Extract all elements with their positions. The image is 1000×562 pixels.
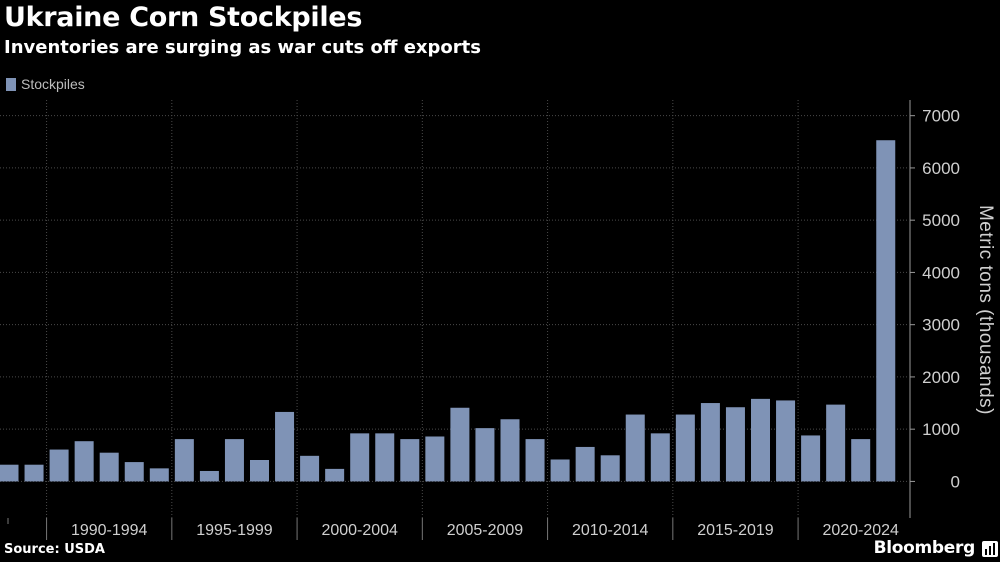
bar-2008 (500, 419, 520, 482)
x-tick-label: 1995-1999 (196, 522, 273, 539)
bar-2000 (300, 455, 320, 482)
bar-2004 (400, 439, 420, 482)
grid-lines (0, 100, 911, 540)
bar-2005 (425, 436, 445, 482)
bar-2016 (700, 403, 720, 482)
bar-1988 (0, 464, 19, 482)
bar-1998 (250, 460, 269, 482)
bar-1991 (74, 441, 94, 482)
bar-2021 (826, 404, 846, 482)
legend-swatch (6, 77, 16, 91)
x-tick-label: 2010-2014 (572, 522, 649, 539)
bar-1992 (99, 452, 119, 482)
source-note: Source: USDA (4, 542, 105, 557)
y-axis-ticks: 0 1000 2000 3000 4000 5000 6000 7000 (910, 107, 960, 491)
x-tick-label: 2015-2019 (697, 522, 774, 539)
bar-2013 (625, 414, 645, 482)
x-tick-label: 2005-2009 (447, 522, 524, 539)
bar-2022 (851, 439, 871, 482)
bar-2023 (876, 140, 896, 482)
y-tick-label: 5000 (922, 211, 960, 230)
bar-2018 (751, 398, 770, 482)
y-axis-label: Metric tons (thousands) (975, 205, 996, 415)
bar-1995 (174, 439, 194, 482)
y-tick-label: 7000 (922, 107, 960, 126)
bar-2002 (350, 433, 370, 482)
bars (0, 140, 896, 482)
bar-2015 (675, 414, 695, 482)
bar-1993 (124, 462, 144, 482)
bar-2010 (550, 459, 570, 482)
bar-2007 (475, 428, 495, 482)
bar-1999 (275, 411, 295, 482)
bar-2009 (525, 439, 545, 482)
bar-2020 (801, 435, 821, 482)
bloomberg-terminal-icon (982, 541, 998, 557)
x-tick-label: 2000-2004 (321, 522, 398, 539)
y-tick-label: 6000 (922, 159, 960, 178)
bar-2003 (375, 433, 395, 482)
chart-title: Ukraine Corn Stockpiles (4, 2, 363, 33)
bar-1994 (149, 468, 169, 482)
legend-label: Stockpiles (21, 76, 85, 92)
bar-2012 (600, 455, 620, 482)
bar-2014 (650, 433, 670, 482)
y-tick-label: 0 (951, 472, 960, 491)
bar-1997 (224, 439, 244, 482)
bar-2006 (450, 407, 470, 482)
bar-2017 (725, 407, 745, 482)
bar-2001 (325, 468, 345, 482)
bar-1996 (199, 470, 219, 482)
legend: Stockpiles (6, 76, 85, 92)
x-axis-labels: 1990-1994 1995-1999 2000-2004 2005-2009 2010… (71, 522, 899, 539)
bar-2019 (776, 400, 796, 482)
bloomberg-logo: Bloomberg (873, 538, 976, 558)
y-tick-label: 1000 (922, 420, 960, 439)
y-tick-label: 3000 (922, 316, 960, 335)
x-tick-label: 2020-2024 (822, 522, 899, 539)
x-tick-label: 1990-1994 (71, 522, 148, 539)
y-tick-label: 4000 (922, 263, 960, 282)
bar-1989 (24, 464, 44, 482)
y-tick-label: 2000 (922, 368, 960, 387)
bar-2011 (575, 446, 595, 482)
chart-subtitle: Inventories are surging as war cuts off … (4, 37, 481, 58)
bar-1990 (49, 449, 69, 482)
